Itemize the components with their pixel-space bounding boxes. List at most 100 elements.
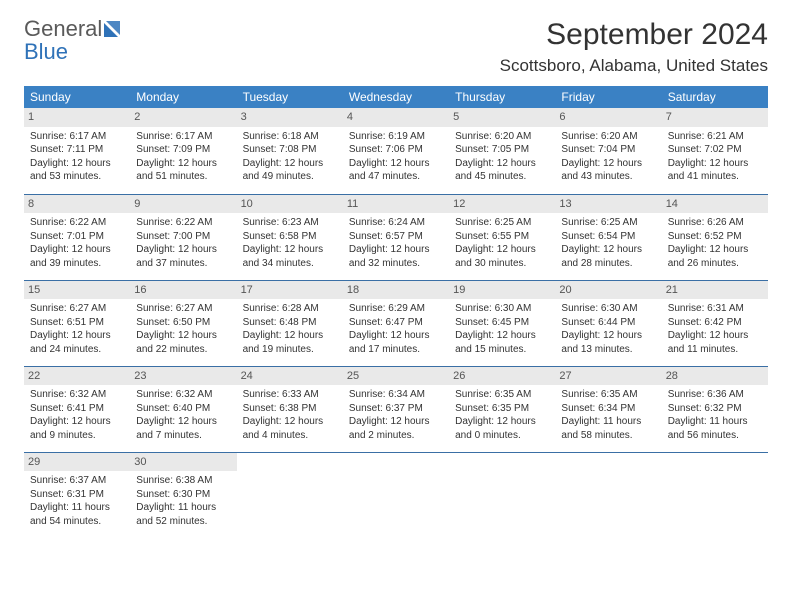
sunset-text: Sunset: 6:48 PM [243,316,337,330]
sunset-text: Sunset: 7:04 PM [561,143,655,157]
daylight-text: Daylight: 12 hours and 22 minutes. [136,329,230,356]
sunrise-text: Sunrise: 6:35 AM [455,388,549,402]
sunrise-text: Sunrise: 6:22 AM [136,216,230,230]
calendar-cell: 3Sunrise: 6:18 AMSunset: 7:08 PMDaylight… [237,108,343,194]
sunrise-text: Sunrise: 6:25 AM [561,216,655,230]
daylight-text: Daylight: 12 hours and 24 minutes. [30,329,124,356]
calendar-cell: 12Sunrise: 6:25 AMSunset: 6:55 PMDayligh… [449,194,555,280]
day-number: 11 [343,195,449,214]
daylight-text: Daylight: 12 hours and 30 minutes. [455,243,549,270]
sunset-text: Sunset: 6:45 PM [455,316,549,330]
daylight-text: Daylight: 12 hours and 2 minutes. [349,415,443,442]
logo-blue-text: Blue [24,39,68,64]
calendar-cell: 8Sunrise: 6:22 AMSunset: 7:01 PMDaylight… [24,194,130,280]
calendar-cell: 30Sunrise: 6:38 AMSunset: 6:30 PMDayligh… [130,452,236,538]
calendar-cell: 2Sunrise: 6:17 AMSunset: 7:09 PMDaylight… [130,108,236,194]
sunset-text: Sunset: 6:32 PM [668,402,762,416]
calendar-cell: 15Sunrise: 6:27 AMSunset: 6:51 PMDayligh… [24,280,130,366]
daylight-text: Daylight: 12 hours and 26 minutes. [668,243,762,270]
sunset-text: Sunset: 6:54 PM [561,230,655,244]
day-number: 28 [662,367,768,386]
sunset-text: Sunset: 6:58 PM [243,230,337,244]
daylight-text: Daylight: 12 hours and 43 minutes. [561,157,655,184]
day-number: 21 [662,281,768,300]
sunset-text: Sunset: 6:30 PM [136,488,230,502]
day-number: 27 [555,367,661,386]
daylight-text: Daylight: 12 hours and 49 minutes. [243,157,337,184]
sunset-text: Sunset: 6:35 PM [455,402,549,416]
sunset-text: Sunset: 6:50 PM [136,316,230,330]
sunrise-text: Sunrise: 6:18 AM [243,130,337,144]
sunrise-text: Sunrise: 6:26 AM [668,216,762,230]
daylight-text: Daylight: 12 hours and 32 minutes. [349,243,443,270]
sunrise-text: Sunrise: 6:22 AM [30,216,124,230]
calendar-cell: 25Sunrise: 6:34 AMSunset: 6:37 PMDayligh… [343,366,449,452]
sunrise-text: Sunrise: 6:38 AM [136,474,230,488]
calendar-row: 15Sunrise: 6:27 AMSunset: 6:51 PMDayligh… [24,280,768,366]
calendar-cell: 9Sunrise: 6:22 AMSunset: 7:00 PMDaylight… [130,194,236,280]
sunrise-text: Sunrise: 6:32 AM [136,388,230,402]
calendar-cell: 10Sunrise: 6:23 AMSunset: 6:58 PMDayligh… [237,194,343,280]
sunset-text: Sunset: 7:06 PM [349,143,443,157]
daylight-text: Daylight: 12 hours and 41 minutes. [668,157,762,184]
sunrise-text: Sunrise: 6:37 AM [30,474,124,488]
sunrise-text: Sunrise: 6:33 AM [243,388,337,402]
calendar-cell: 19Sunrise: 6:30 AMSunset: 6:45 PMDayligh… [449,280,555,366]
sunset-text: Sunset: 6:44 PM [561,316,655,330]
calendar-cell: 24Sunrise: 6:33 AMSunset: 6:38 PMDayligh… [237,366,343,452]
day-number: 9 [130,195,236,214]
sunset-text: Sunset: 7:09 PM [136,143,230,157]
calendar-cell: 29Sunrise: 6:37 AMSunset: 6:31 PMDayligh… [24,452,130,538]
day-number: 14 [662,195,768,214]
calendar-cell: 14Sunrise: 6:26 AMSunset: 6:52 PMDayligh… [662,194,768,280]
sunset-text: Sunset: 7:00 PM [136,230,230,244]
calendar-cell: 18Sunrise: 6:29 AMSunset: 6:47 PMDayligh… [343,280,449,366]
weekday-header: Friday [555,86,661,108]
daylight-text: Daylight: 12 hours and 51 minutes. [136,157,230,184]
calendar-cell: 17Sunrise: 6:28 AMSunset: 6:48 PMDayligh… [237,280,343,366]
header: General Blue September 2024 Scottsboro, … [24,18,768,76]
day-number: 6 [555,108,661,127]
empty-cell: . [343,452,449,538]
daylight-text: Daylight: 12 hours and 17 minutes. [349,329,443,356]
day-number: 24 [237,367,343,386]
logo-gray-text: General [24,16,102,41]
weekday-header: Saturday [662,86,768,108]
sunset-text: Sunset: 6:31 PM [30,488,124,502]
daylight-text: Daylight: 12 hours and 4 minutes. [243,415,337,442]
logo-text: General Blue [24,18,126,63]
sunrise-text: Sunrise: 6:29 AM [349,302,443,316]
day-number: 13 [555,195,661,214]
daylight-text: Daylight: 11 hours and 56 minutes. [668,415,762,442]
daylight-text: Daylight: 12 hours and 34 minutes. [243,243,337,270]
daylight-text: Daylight: 12 hours and 47 minutes. [349,157,443,184]
empty-cell: . [449,452,555,538]
sunrise-text: Sunrise: 6:21 AM [668,130,762,144]
sunset-text: Sunset: 7:05 PM [455,143,549,157]
sunset-text: Sunset: 6:57 PM [349,230,443,244]
daylight-text: Daylight: 12 hours and 13 minutes. [561,329,655,356]
daylight-text: Daylight: 12 hours and 19 minutes. [243,329,337,356]
day-number: 26 [449,367,555,386]
empty-cell: . [555,452,661,538]
sunset-text: Sunset: 6:40 PM [136,402,230,416]
daylight-text: Daylight: 11 hours and 54 minutes. [30,501,124,528]
daylight-text: Daylight: 11 hours and 52 minutes. [136,501,230,528]
sunset-text: Sunset: 6:37 PM [349,402,443,416]
day-number: 2 [130,108,236,127]
sunrise-text: Sunrise: 6:27 AM [136,302,230,316]
weekday-header-row: Sunday Monday Tuesday Wednesday Thursday… [24,86,768,108]
sunset-text: Sunset: 6:41 PM [30,402,124,416]
calendar-table: Sunday Monday Tuesday Wednesday Thursday… [24,86,768,538]
sunrise-text: Sunrise: 6:36 AM [668,388,762,402]
daylight-text: Daylight: 12 hours and 9 minutes. [30,415,124,442]
calendar-cell: 7Sunrise: 6:21 AMSunset: 7:02 PMDaylight… [662,108,768,194]
day-number: 16 [130,281,236,300]
calendar-cell: 21Sunrise: 6:31 AMSunset: 6:42 PMDayligh… [662,280,768,366]
calendar-cell: 1Sunrise: 6:17 AMSunset: 7:11 PMDaylight… [24,108,130,194]
day-number: 1 [24,108,130,127]
sunrise-text: Sunrise: 6:20 AM [455,130,549,144]
sunrise-text: Sunrise: 6:25 AM [455,216,549,230]
calendar-cell: 27Sunrise: 6:35 AMSunset: 6:34 PMDayligh… [555,366,661,452]
calendar-cell: 5Sunrise: 6:20 AMSunset: 7:05 PMDaylight… [449,108,555,194]
